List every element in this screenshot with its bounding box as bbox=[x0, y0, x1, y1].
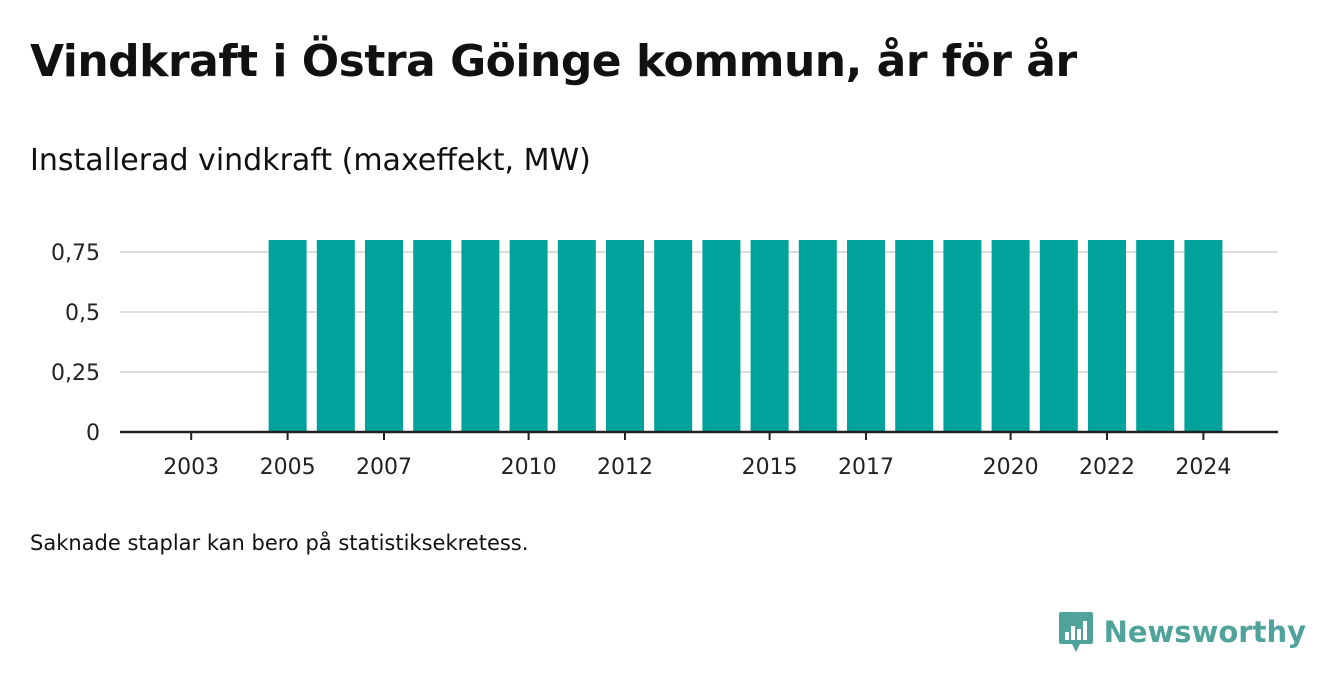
footnote: Saknade staplar kan bero på statistiksek… bbox=[30, 531, 529, 555]
y-tick-label: 0,25 bbox=[51, 361, 100, 386]
brand-name: Newsworthy bbox=[1103, 615, 1306, 649]
bar-2016 bbox=[798, 240, 837, 432]
bar-2022 bbox=[1088, 240, 1126, 432]
bar-2005 bbox=[268, 240, 307, 432]
x-tick-label: 2010 bbox=[501, 455, 557, 480]
newsworthy-logo-icon bbox=[1058, 612, 1093, 652]
x-tick-label: 2022 bbox=[1079, 455, 1135, 480]
bar-2018 bbox=[895, 240, 934, 432]
x-tick-label: 2020 bbox=[983, 455, 1039, 480]
x-tick-label: 2012 bbox=[597, 455, 653, 480]
bar-2009 bbox=[461, 240, 500, 432]
x-tick-label: 2003 bbox=[163, 455, 219, 480]
x-tick-label: 2005 bbox=[260, 455, 316, 480]
y-tick-label: 0,75 bbox=[51, 241, 100, 266]
bar-2014 bbox=[702, 240, 741, 432]
bars bbox=[268, 240, 1223, 432]
y-tick-label: 0 bbox=[86, 421, 100, 446]
bar-2023 bbox=[1136, 240, 1175, 432]
y-tick-label: 0,5 bbox=[65, 301, 100, 326]
bar-2012 bbox=[606, 240, 644, 432]
x-tick-label: 2017 bbox=[838, 455, 894, 480]
chart-title: Vindkraft i Östra Göinge kommun, år för … bbox=[30, 36, 1077, 87]
bar-2020 bbox=[991, 240, 1030, 432]
bar-2006 bbox=[316, 240, 355, 432]
bar-2017 bbox=[847, 240, 885, 432]
bar-chart: 0 0,25 0,5 0,75 2003 2005 2007 2010 2012 2015 2017… bbox=[51, 240, 1278, 480]
bar-2008 bbox=[413, 240, 452, 432]
x-tick-label: 2024 bbox=[1175, 455, 1231, 480]
bar-2013 bbox=[654, 240, 693, 432]
bar-2010 bbox=[509, 240, 548, 432]
x-tick-label: 2015 bbox=[742, 455, 798, 480]
bar-2021 bbox=[1039, 240, 1078, 432]
bar-2015 bbox=[750, 240, 789, 432]
x-tick-label: 2007 bbox=[356, 455, 412, 480]
bar-2024 bbox=[1184, 240, 1223, 432]
axes: 0 0,25 0,5 0,75 2003 2005 2007 2010 2012 2015 2017… bbox=[51, 241, 1278, 480]
brand-logo: Newsworthy bbox=[1058, 610, 1306, 654]
bar-2007 bbox=[365, 240, 403, 432]
chart-subtitle: Installerad vindkraft (maxeffekt, MW) bbox=[30, 143, 591, 178]
gridlines bbox=[120, 251, 1278, 373]
bar-2019 bbox=[943, 240, 982, 432]
bar-2011 bbox=[557, 240, 596, 432]
